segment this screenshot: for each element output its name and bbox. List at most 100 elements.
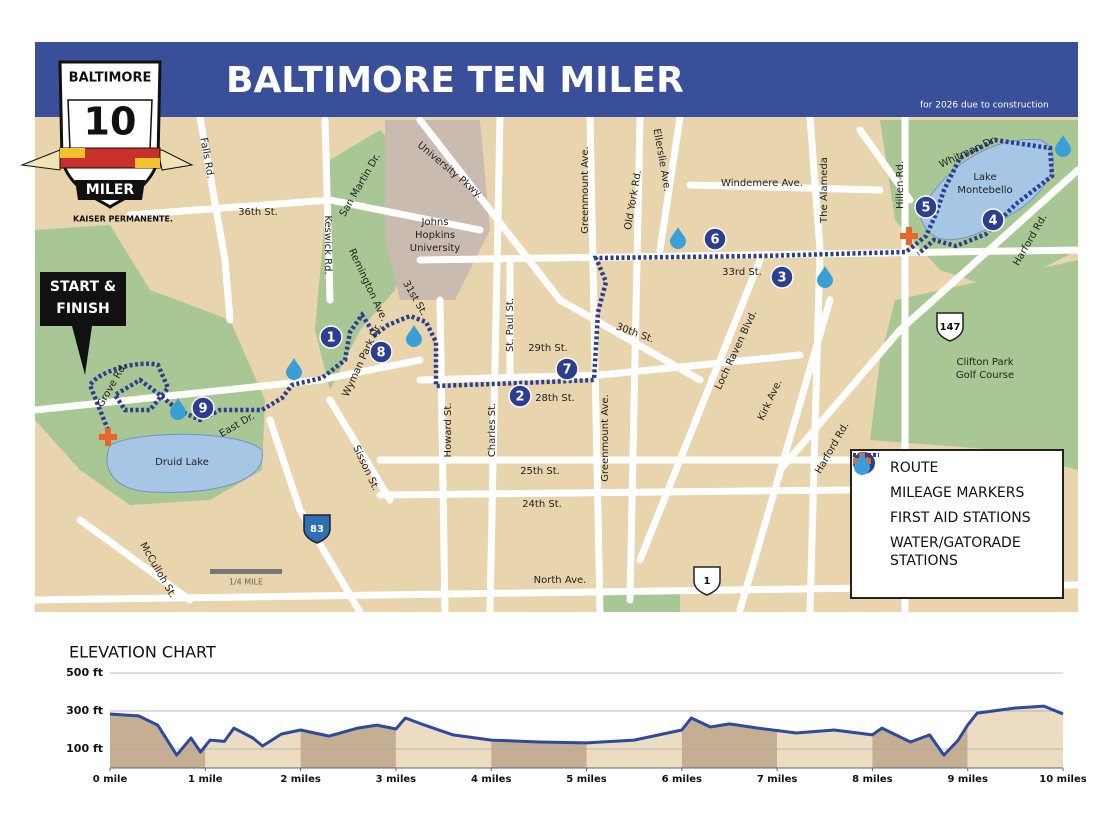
mile-marker-label: 2 <box>515 390 524 405</box>
start-label: START & <box>50 279 116 295</box>
scale-bar <box>210 569 282 574</box>
x-tick-label: 5 miles <box>566 774 606 785</box>
street-label: 29th St. <box>528 343 568 354</box>
legend: ROUTEMMILEAGE MARKERS FIRST AID STATIONS W… <box>850 449 1064 599</box>
elevation-chart: ELEVATION CHART 500 ft 300 ft 100 ft 0 mile 1… <box>66 643 1087 786</box>
bands <box>110 706 1063 768</box>
highway-shield <box>936 312 964 342</box>
water-station <box>817 266 833 288</box>
campus <box>385 120 490 300</box>
mile-marker-label: 3 <box>777 271 786 286</box>
street-label: The Alameda <box>819 157 830 224</box>
mile-marker-label: 5 <box>921 201 930 216</box>
start-label: FINISH <box>56 301 110 317</box>
place-label: Montebello <box>957 185 1012 196</box>
legend-item: FIRST AID STATIONS <box>853 452 1056 527</box>
place-label: Clifton Park <box>956 357 1013 368</box>
logo-top: BALTIMORE <box>69 71 152 86</box>
logo-number: 10 <box>84 100 137 144</box>
first-aid <box>99 428 117 446</box>
mile-marker-label: 9 <box>198 402 207 417</box>
mile-marker <box>703 227 727 251</box>
mile-marker-label: 6 <box>710 233 719 248</box>
legend-item: MMILEAGE MARKERS <box>853 452 1056 502</box>
street-label: Keswick Rd. <box>322 215 333 274</box>
mile-marker <box>369 340 393 364</box>
first-aid <box>900 227 918 245</box>
mile-marker <box>770 265 794 289</box>
lakes <box>106 139 1054 493</box>
elevation-line <box>109 704 1064 757</box>
place-label: University <box>410 243 461 254</box>
water-station <box>170 398 186 420</box>
place-label: Hopkins <box>415 230 455 241</box>
highway-shield <box>693 566 721 596</box>
place-label: Druid Lake <box>155 457 209 468</box>
street-label: Howard St. <box>443 403 454 458</box>
y-tick-label: 500 ft <box>66 666 103 679</box>
highway-shield-label: 1 <box>704 576 711 587</box>
street-label: St. Paul St. <box>505 298 516 352</box>
route <box>87 137 1055 431</box>
band <box>110 706 206 768</box>
street-label: 25th St. <box>520 466 560 477</box>
band <box>872 706 968 768</box>
water-station <box>1055 135 1071 157</box>
street-label: Hillen Rd. <box>895 161 906 209</box>
mile-marker <box>508 384 532 408</box>
mile-marker <box>319 325 343 349</box>
water-station <box>406 325 422 347</box>
street-label: Charles St. <box>487 403 498 457</box>
band <box>491 706 587 768</box>
x-tick-label: 3 miles <box>376 774 416 785</box>
mile-marker-label: 1 <box>326 331 335 346</box>
band <box>967 706 1063 768</box>
band <box>777 706 873 768</box>
legend-label: FIRST AID STATIONS <box>890 510 1031 526</box>
street-label: 36th St. <box>238 207 278 218</box>
header-note: for 2026 due to construction <box>920 101 1049 111</box>
mile-marker <box>191 396 215 420</box>
mile-marker <box>555 357 579 381</box>
x-tick-label: 2 miles <box>280 774 320 785</box>
street-label: 28th St. <box>535 393 575 404</box>
x-tick-label: 8 miles <box>852 774 892 785</box>
logo-sponsor: KAISER PERMANENTE. <box>73 215 173 224</box>
band <box>300 706 396 768</box>
legend-label: ROUTE <box>890 460 939 476</box>
legend-item: WATER/GATORADE STATIONS <box>854 453 1056 570</box>
band <box>205 706 301 768</box>
y-tick-label: 100 ft <box>66 742 103 755</box>
legend-item: ROUTE <box>853 453 1056 477</box>
mile-marker-label: 4 <box>988 214 997 229</box>
start-callout <box>40 272 126 375</box>
logo <box>20 60 194 209</box>
mile-marker <box>914 195 938 219</box>
street-label: North Ave. <box>534 575 587 586</box>
place-label: Golf Course <box>956 370 1014 381</box>
x-tick-label: 10 miles <box>1039 774 1086 785</box>
x-tick-label: 6 miles <box>662 774 702 785</box>
mile-marker-label: 7 <box>562 363 571 378</box>
x-tick-label: 1 mile <box>188 774 223 785</box>
scale-label: 1/4 MILE <box>229 578 263 587</box>
street-label: 33rd St. <box>722 267 762 278</box>
y-tick-label: 300 ft <box>66 704 103 717</box>
band <box>586 706 682 768</box>
legend-label: WATER/GATORADE STATIONS <box>890 535 1021 569</box>
legend-label: MILEAGE MARKERS <box>890 485 1025 501</box>
mile-marker <box>981 208 1005 232</box>
place-label: Johns <box>421 217 449 228</box>
highway-shield <box>303 514 331 544</box>
logo-bottom: MILER <box>86 182 135 198</box>
x-tick-label: 0 mile <box>93 774 128 785</box>
street-label: Windemere Ave. <box>721 178 803 189</box>
header-title: BALTIMORE TEN MILER <box>226 60 684 101</box>
x-tick-label: 9 miles <box>947 774 987 785</box>
highway-shield-label: 83 <box>310 524 324 535</box>
street-label: 24th St. <box>522 499 562 510</box>
highway-shield-label: 147 <box>940 322 961 333</box>
chart-title: ELEVATION CHART <box>69 643 216 662</box>
